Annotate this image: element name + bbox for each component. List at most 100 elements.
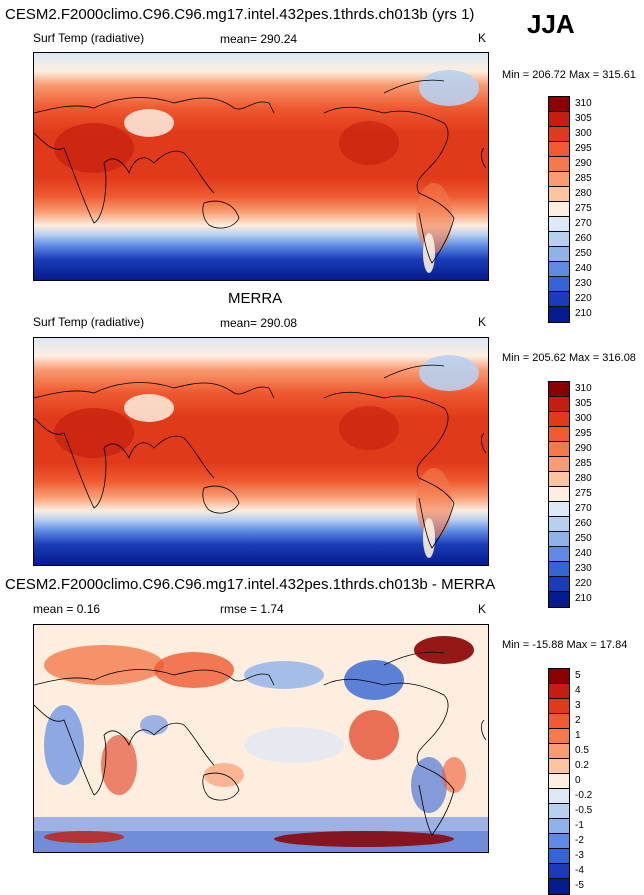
colorbar-swatch: [549, 412, 569, 427]
colorbar-tick-label: 280: [575, 188, 592, 199]
colorbar-swatch: [549, 849, 569, 864]
colorbar-tick-label: -4: [575, 865, 584, 876]
colorbar-tick-label: 210: [575, 308, 592, 319]
colorbar-swatch: [549, 142, 569, 157]
colorbar-tick-label: 220: [575, 578, 592, 589]
panel3-rmse: rmse = 1.74: [220, 602, 284, 616]
colorbar-tick-label: -1: [575, 820, 584, 831]
colorbar-tick-label: 4: [575, 685, 581, 696]
colorbar-swatch: [549, 502, 569, 517]
panel2-mean: mean= 290.08: [220, 316, 298, 330]
colorbar-swatch: [549, 112, 569, 127]
colorbar-tick-label: 270: [575, 503, 592, 514]
colorbar-tick-label: 290: [575, 443, 592, 454]
colorbar-swatch: [549, 819, 569, 834]
colorbar-tick-label: 240: [575, 263, 592, 274]
colorbar-tick-label: -2: [575, 835, 584, 846]
colorbar-swatch: [549, 277, 569, 292]
colorbar-swatch: [549, 262, 569, 277]
panel1-map: [33, 52, 489, 281]
colorbar-tick-label: 2: [575, 715, 581, 726]
colorbar-tick-label: 210: [575, 593, 592, 604]
colorbar-swatch: [549, 774, 569, 789]
colorbar-swatch: [549, 307, 569, 322]
colorbar-swatch: [549, 157, 569, 172]
colorbar-swatch: [549, 247, 569, 262]
colorbar-tick-label: 275: [575, 203, 592, 214]
colorbar-swatch: [549, 577, 569, 592]
colorbar-swatch: [549, 232, 569, 247]
panel3-colorbar: [548, 668, 570, 895]
colorbar-tick-label: 250: [575, 248, 592, 259]
colorbar-swatch: [549, 804, 569, 819]
panel2-minmax: Min = 205.62 Max = 316.08: [502, 352, 636, 364]
panel1-units: K: [478, 31, 487, 45]
colorbar-swatch: [549, 879, 569, 894]
colorbar-swatch: [549, 97, 569, 112]
colorbar-swatch: [549, 669, 569, 684]
colorbar-tick-label: 3: [575, 700, 581, 711]
panel3-map-svg: [34, 625, 488, 852]
colorbar-tick-label: 300: [575, 128, 592, 139]
colorbar-swatch: [549, 202, 569, 217]
colorbar-swatch: [549, 187, 569, 202]
colorbar-tick-label: 230: [575, 563, 592, 574]
colorbar-swatch: [549, 472, 569, 487]
colorbar-swatch: [549, 864, 569, 879]
panel1-minmax: Min = 206.72 Max = 315.61: [502, 69, 636, 81]
colorbar-swatch: [549, 292, 569, 307]
colorbar-swatch: [549, 684, 569, 699]
colorbar-tick-label: 305: [575, 113, 592, 124]
colorbar-tick-label: 275: [575, 488, 592, 499]
colorbar-tick-label: 285: [575, 458, 592, 469]
colorbar-swatch: [549, 834, 569, 849]
colorbar-tick-label: -0.2: [575, 790, 593, 801]
colorbar-tick-label: 230: [575, 278, 592, 289]
panel1-variable: Surf Temp (radiative): [33, 31, 145, 45]
panel3-mean: mean = 0.16: [33, 602, 101, 616]
colorbar-swatch: [549, 517, 569, 532]
colorbar-swatch: [549, 172, 569, 187]
colorbar-tick-label: 250: [575, 533, 592, 544]
panel1-colorbar: [548, 96, 570, 323]
colorbar-swatch: [549, 397, 569, 412]
colorbar-tick-label: 295: [575, 143, 592, 154]
season-label: JJA: [527, 9, 575, 39]
panel2-title: MERRA: [228, 290, 283, 307]
colorbar-tick-label: -5: [575, 880, 584, 891]
colorbar-swatch: [549, 442, 569, 457]
colorbar-tick-label: 310: [575, 98, 592, 109]
colorbar-tick-label: 240: [575, 548, 592, 559]
colorbar-swatch: [549, 127, 569, 142]
panel2-colorbar: [548, 381, 570, 608]
colorbar-swatch: [549, 592, 569, 607]
colorbar-tick-label: 295: [575, 428, 592, 439]
colorbar-swatch: [549, 699, 569, 714]
colorbar-tick-label: 290: [575, 158, 592, 169]
colorbar-swatch: [549, 382, 569, 397]
colorbar-swatch: [549, 427, 569, 442]
colorbar-tick-label: 270: [575, 218, 592, 229]
colorbar-tick-label: 280: [575, 473, 592, 484]
colorbar-swatch: [549, 744, 569, 759]
colorbar-swatch: [549, 729, 569, 744]
panel2-map: [33, 337, 489, 566]
panel1-title: CESM2.F2000climo.C96.C96.mg17.intel.432p…: [5, 6, 475, 23]
colorbar-tick-label: 0.5: [575, 745, 589, 756]
colorbar-tick-label: 305: [575, 398, 592, 409]
colorbar-tick-label: 0.2: [575, 760, 589, 771]
panel2-map-svg: [34, 338, 488, 565]
panel1-mean: mean= 290.24: [220, 32, 298, 46]
colorbar-tick-label: 300: [575, 413, 592, 424]
colorbar-swatch: [549, 547, 569, 562]
colorbar-tick-label: 220: [575, 293, 592, 304]
colorbar-swatch: [549, 532, 569, 547]
colorbar-swatch: [549, 217, 569, 232]
panel3-minmax: Min = -15.88 Max = 17.84: [502, 639, 628, 651]
panel3-units: K: [478, 602, 487, 616]
colorbar-swatch: [549, 714, 569, 729]
colorbar-tick-label: 5: [575, 670, 581, 681]
colorbar-swatch: [549, 789, 569, 804]
colorbar-tick-label: 260: [575, 233, 592, 244]
panel2-variable: Surf Temp (radiative): [33, 315, 145, 329]
